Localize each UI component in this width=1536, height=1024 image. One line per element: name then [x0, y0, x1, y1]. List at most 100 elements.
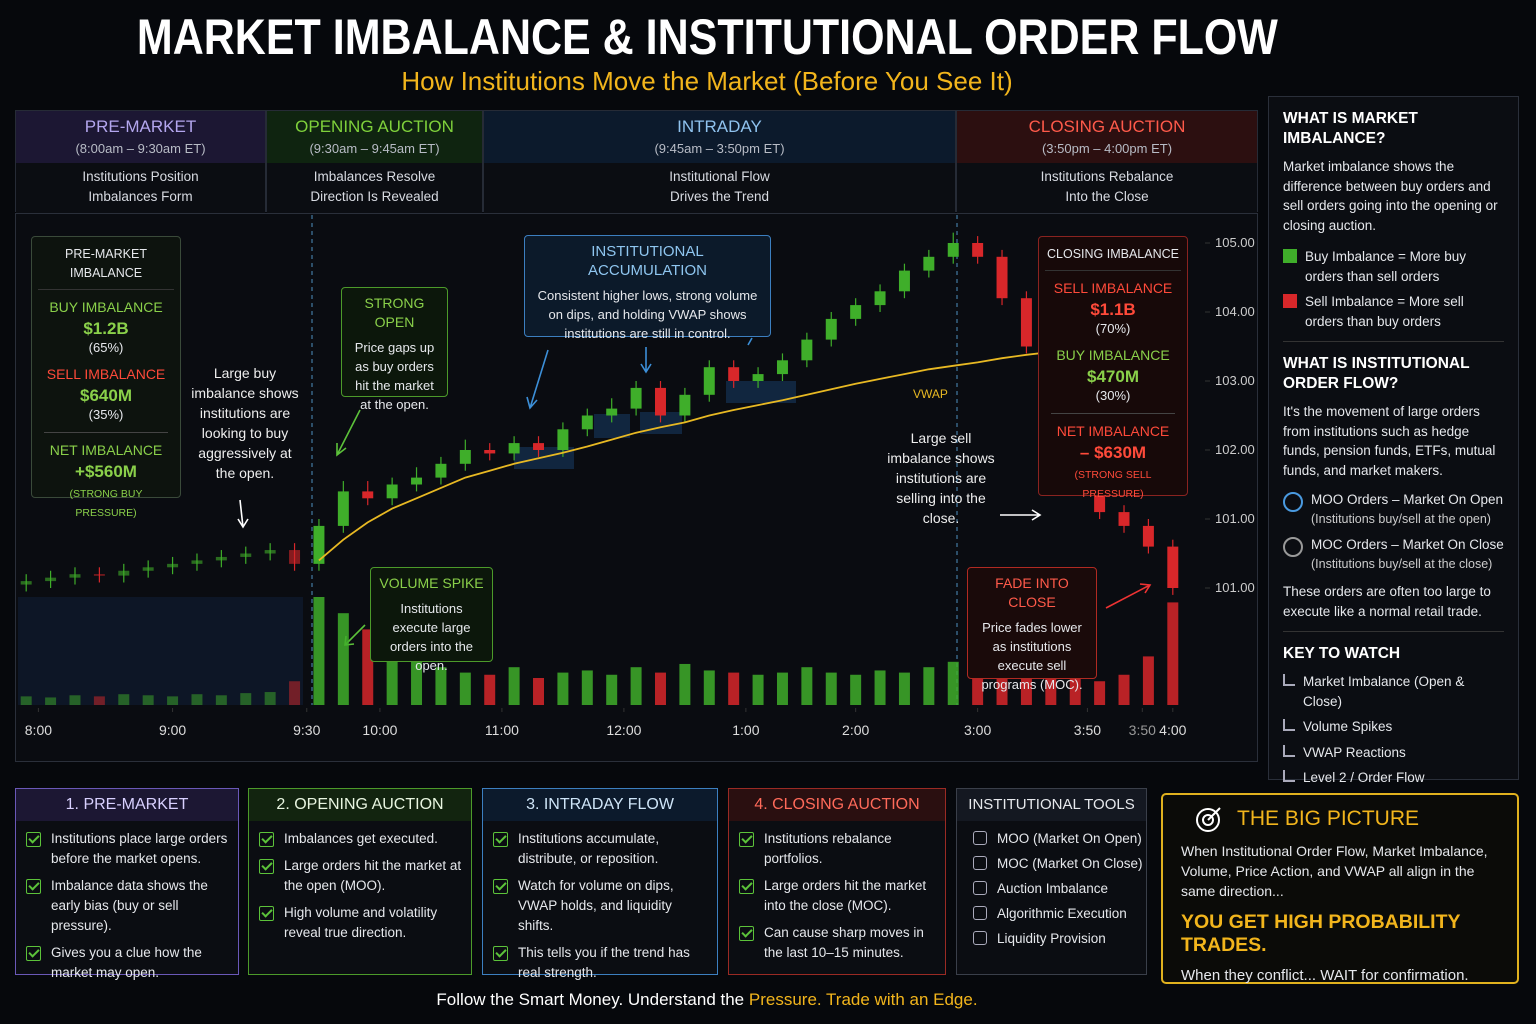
session-name: INTRADAY — [677, 117, 762, 136]
legend-text: Buy Imbalance = More buy orders than sel… — [1305, 249, 1466, 284]
tool-item: MOO (Market On Open) — [973, 831, 1146, 846]
vwap-label: VWAP — [913, 387, 948, 401]
volume-bar — [459, 672, 471, 705]
session-head: PRE-MARKET (8:00am – 9:30am ET) — [16, 111, 265, 163]
value: $1.1B — [1090, 300, 1136, 319]
clock-icon — [1283, 492, 1303, 512]
candle-body — [264, 550, 276, 554]
volume-spike-box: VOLUME SPIKE Institutions execute large … — [370, 567, 493, 673]
candle-body — [557, 429, 569, 450]
box-text: Price fades lower as institutions execut… — [981, 620, 1083, 692]
key-item: Volume Spikes — [1283, 717, 1504, 737]
volume-bar — [801, 667, 813, 705]
session-line: Direction Is Revealed — [310, 189, 439, 204]
volume-bar — [1069, 678, 1081, 705]
fade-box: FADE INTO CLOSE Price fades lower as ins… — [967, 567, 1097, 692]
big-footer: When they conflict... WAIT for confirmat… — [1181, 967, 1469, 984]
candle-body — [923, 256, 935, 271]
candle-body — [728, 367, 740, 381]
footer-edge: Trade with an Edge. — [826, 990, 978, 1009]
divider — [1051, 413, 1175, 414]
box-text: Consistent higher lows, strong volume on… — [537, 288, 758, 341]
card: 1. PRE-MARKET Institutions place large or… — [15, 788, 239, 980]
section-note: These orders are often too large to exec… — [1283, 584, 1491, 619]
card-item-text: Large orders hit the market at the open … — [284, 858, 462, 893]
volume-bar — [630, 667, 642, 705]
footer-pressure: Pressure. — [748, 990, 822, 1009]
box-title: VOLUME SPIKE — [379, 575, 484, 591]
key-text: Level 2 / Order Flow — [1303, 770, 1425, 785]
volume-bar — [825, 672, 837, 705]
y-tick-label: 104.00 — [1215, 304, 1255, 319]
swatch — [1283, 249, 1297, 263]
volume-bar — [264, 692, 276, 705]
order-flow-section: WHAT IS INSTITUTIONAL ORDER FLOW? It's t… — [1283, 354, 1504, 632]
pct: (30%) — [1095, 388, 1131, 403]
pct: (70%) — [1095, 321, 1131, 336]
key-icon — [1283, 744, 1295, 757]
big-picture: THE BIG PICTURE When Institutional Order… — [1161, 793, 1519, 984]
candle-body — [1118, 512, 1130, 526]
card-list: Institutions place large orders before t… — [16, 821, 238, 983]
volume-bar — [923, 667, 935, 705]
tools-card: INSTITUTIONAL TOOLS MOO (Market On Open)… — [956, 788, 1147, 975]
x-tick-label: 3:50 — [1074, 722, 1101, 738]
label: BUY IMBALANCE — [1056, 347, 1170, 363]
candle-body — [1167, 546, 1179, 588]
session-time: (9:30am – 9:45am ET) — [309, 141, 440, 156]
session: INTRADAY (9:45am – 3:50pm ET) Institutiona… — [483, 110, 956, 213]
tool-item: MOC (Market On Close) — [973, 856, 1146, 871]
note: (STRONG SELL PRESSURE) — [1074, 469, 1152, 500]
divider — [44, 432, 168, 433]
key-text: VWAP Reactions — [1303, 744, 1406, 760]
session-line: Institutions Position — [82, 169, 199, 184]
candle-body — [215, 556, 227, 561]
title-text: MARKET IMBALANCE & INSTITUTIONAL ORDER F… — [136, 9, 1278, 65]
candle-body — [93, 574, 105, 576]
volume-bar — [1094, 681, 1106, 705]
big-head: THE BIG PICTURE — [1195, 805, 1499, 833]
target-icon — [1196, 807, 1221, 832]
key-text: Market Imbalance (Open & Close) — [1303, 674, 1465, 709]
check-icon — [739, 832, 754, 847]
volume-bar — [850, 674, 862, 705]
card-item-text: Imbalances get executed. — [284, 831, 438, 846]
x-tick-label: 10:00 — [362, 722, 397, 738]
volume-bar — [386, 645, 398, 705]
card-title: 3. INTRADAY FLOW — [483, 789, 717, 821]
volume-bar — [728, 672, 740, 705]
volume-bar — [240, 693, 252, 705]
value: +$560M — [75, 462, 137, 481]
volume-bar — [655, 672, 666, 705]
candle-body — [703, 367, 715, 395]
card-item-text: Imbalance data shows the early bias (buy… — [51, 878, 208, 933]
tool-text: MOO (Market On Open) — [997, 831, 1142, 846]
title: MARKET IMBALANCE & INSTITUTIONAL ORDER F… — [0, 8, 1414, 66]
candle-body — [240, 553, 252, 557]
card-item: Large orders hit the market at the open … — [259, 856, 463, 896]
candle-body — [850, 305, 862, 319]
candle-body — [679, 394, 691, 416]
imbalance-section: WHAT IS MARKET IMBALANCE? Market imbalan… — [1283, 109, 1504, 342]
item-title: MOC Orders – Market On Close — [1311, 537, 1504, 552]
card-list: Imbalances get executed. Large orders hit… — [249, 821, 471, 943]
card-item: Institutions rebalance portfolios. — [739, 829, 937, 869]
legend-item: Buy Imbalance = More buy orders than sel… — [1283, 247, 1504, 286]
legend-text: Sell Imbalance = More sell orders than b… — [1305, 294, 1464, 329]
card-item-text: Gives you a clue how the market may open… — [51, 945, 202, 980]
clock-icon — [1283, 537, 1303, 557]
check-icon — [259, 859, 274, 874]
candle-body — [655, 387, 666, 416]
tool-icon — [973, 906, 987, 920]
candle-body — [362, 491, 374, 499]
candle-body — [459, 450, 471, 464]
moc-item: MOC Orders – Market On Close (Institution… — [1283, 535, 1504, 574]
session-name: CLOSING AUCTION — [1028, 117, 1186, 136]
volume-bar — [93, 696, 105, 705]
key-item: Level 2 / Order Flow — [1283, 768, 1504, 788]
check-icon — [259, 832, 274, 847]
check-icon — [493, 946, 508, 961]
session-name: PRE-MARKET — [84, 117, 197, 136]
